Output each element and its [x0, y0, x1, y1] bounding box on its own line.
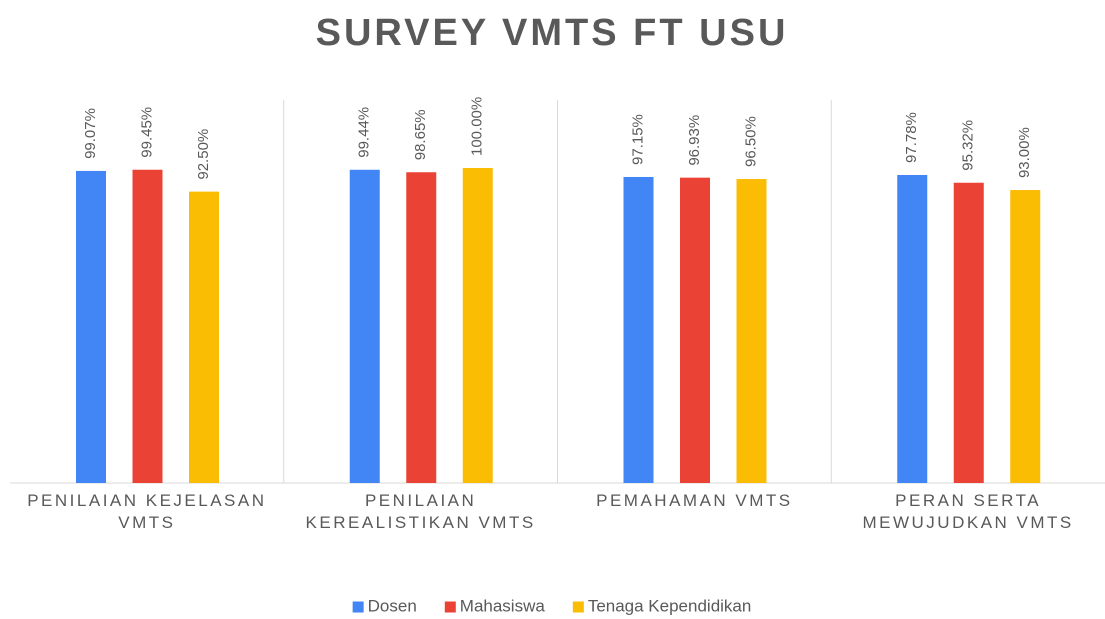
bar — [1010, 190, 1041, 484]
bar — [897, 174, 928, 484]
data-label: 96.93% — [686, 115, 703, 166]
legend-label: Dosen — [368, 596, 417, 615]
data-label: 97.78% — [903, 112, 920, 163]
bar — [349, 169, 380, 483]
data-label: 92.50% — [195, 129, 212, 180]
bar — [189, 191, 219, 483]
bar — [680, 177, 710, 483]
bar — [462, 168, 493, 483]
x-tick-label: PENILAIAN KEREALISTIKAN VMTS — [305, 491, 536, 532]
data-label: 99.45% — [138, 107, 155, 158]
data-label: 98.65% — [412, 109, 429, 160]
legend-swatch — [352, 601, 364, 613]
legend-swatch — [572, 601, 584, 613]
data-label: 96.50% — [742, 116, 759, 167]
legend-swatch — [444, 601, 456, 613]
data-label: 97.15% — [629, 114, 646, 165]
data-label: 95.32% — [960, 120, 977, 171]
bar — [736, 179, 767, 483]
bar — [406, 172, 437, 483]
data-label: 93.00% — [1016, 127, 1033, 178]
data-label: 99.44% — [356, 107, 373, 158]
legend-label: Tenaga Kependidikan — [588, 596, 752, 615]
legend-label: Mahasiswa — [460, 596, 546, 615]
bar — [623, 176, 654, 484]
x-tick-label: PERAN SERTA MEWUJUDKAN VMTS — [862, 491, 1074, 532]
x-tick-label: PEMAHAMAN VMTS — [596, 491, 793, 510]
data-label: 100.00% — [469, 97, 486, 156]
chart-title: SURVEY VMTS FT USU — [316, 12, 789, 54]
x-tick-label: PENILAIAN KEJELASAN VMTS — [27, 491, 267, 532]
bar — [76, 170, 106, 483]
bar — [953, 182, 984, 483]
bar — [132, 169, 163, 484]
data-label: 99.07% — [82, 108, 99, 159]
